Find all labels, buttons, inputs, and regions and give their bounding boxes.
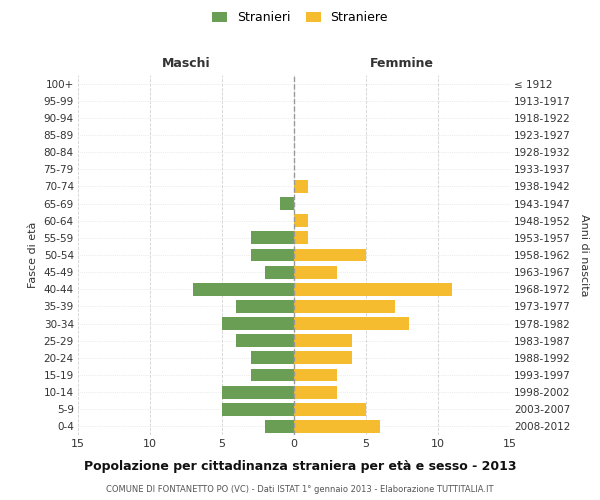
Bar [193,283,294,296]
Bar [294,317,409,330]
Bar [294,232,308,244]
Bar [251,368,294,382]
Bar [294,248,366,262]
Bar [222,403,294,415]
Bar [265,420,294,433]
Bar [294,420,380,433]
Bar [294,334,352,347]
Bar [294,352,352,364]
Y-axis label: Anni di nascita: Anni di nascita [579,214,589,296]
Bar [294,368,337,382]
Bar [294,403,366,415]
Bar [251,352,294,364]
Bar [251,232,294,244]
Bar [236,300,294,313]
Bar [265,266,294,278]
Bar [251,248,294,262]
Legend: Stranieri, Straniere: Stranieri, Straniere [212,11,388,24]
Bar [294,214,308,227]
Bar [294,300,395,313]
Bar [280,197,294,210]
Y-axis label: Fasce di età: Fasce di età [28,222,38,288]
Text: Maschi: Maschi [161,57,211,70]
Bar [222,317,294,330]
Text: Popolazione per cittadinanza straniera per età e sesso - 2013: Popolazione per cittadinanza straniera p… [84,460,516,473]
Bar [294,386,337,398]
Bar [294,266,337,278]
Text: COMUNE DI FONTANETTO PO (VC) - Dati ISTAT 1° gennaio 2013 - Elaborazione TUTTITA: COMUNE DI FONTANETTO PO (VC) - Dati ISTA… [106,485,494,494]
Bar [294,283,452,296]
Bar [222,386,294,398]
Bar [236,334,294,347]
Bar [294,180,308,193]
Text: Femmine: Femmine [370,57,434,70]
